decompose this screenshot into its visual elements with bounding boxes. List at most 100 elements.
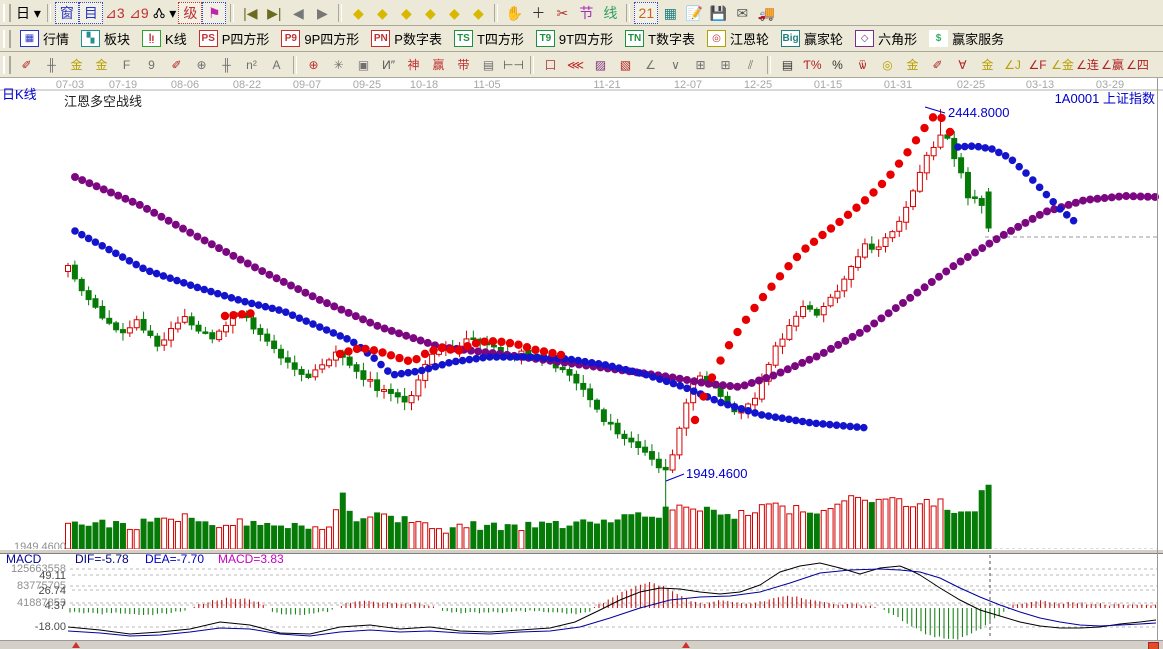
tool-list-percent[interactable]: ▤ (781, 57, 794, 72)
p-square-button[interactable]: PS P四方形 (193, 27, 276, 51)
tool-win-grid[interactable]: 赢 (432, 57, 445, 72)
prev-bar-icon[interactable]: ◀ (286, 2, 310, 24)
t-square-button[interactable]: TS T四方形 (448, 27, 530, 51)
toolbar-grip-3[interactable] (3, 55, 11, 74)
tool-n-wave[interactable]: И″ (382, 57, 395, 72)
hexagon-button[interactable]: ◇ 六角形 (849, 27, 923, 51)
festival-icon[interactable]: 节 (574, 2, 598, 24)
period-label[interactable]: 日K线 (2, 87, 37, 102)
tool-angle-lines[interactable]: ∠ (645, 57, 656, 72)
quotes-button[interactable]: ▦ 行情 (14, 27, 75, 51)
bottom-right-marker[interactable] (1148, 642, 1159, 649)
tool-gold-grid-1[interactable]: 金 (70, 57, 83, 72)
tool-gold-line[interactable]: 金 (906, 57, 919, 72)
diamond-compress-icon[interactable]: ◆ (418, 2, 442, 24)
toolbar-grip[interactable] (3, 3, 11, 22)
save-icon[interactable]: 💾 (706, 2, 730, 24)
tool-ruler-grid[interactable]: ▤ (482, 57, 495, 72)
money-mail-icon[interactable]: ✉ (730, 2, 754, 24)
flag-chart-icon[interactable]: ⚑ (202, 1, 227, 24)
tool-band-grid[interactable]: 带 (457, 57, 470, 72)
tool-dense-grid-1[interactable]: ⊞ (695, 57, 706, 72)
first-bar-icon[interactable]: |◀ (238, 2, 262, 24)
gann-wheel-button[interactable]: ◎ 江恩轮 (701, 27, 775, 51)
tool-circle-grid[interactable]: ⊕ (196, 57, 207, 72)
tool-red-fan[interactable]: ⋘ (566, 57, 585, 72)
tool-spiral-9[interactable]: 9 (148, 57, 155, 72)
tool-box[interactable]: 口 (544, 57, 557, 72)
list-icon[interactable]: 目 (78, 1, 103, 24)
tool-gold-circle[interactable]: ◎ (882, 57, 893, 72)
diamond-right-icon[interactable]: ◆ (370, 2, 394, 24)
tool-width-marker[interactable]: ⊢⊣ (503, 57, 524, 72)
tool-n2-grid[interactable]: n² (246, 57, 257, 72)
tool-a-ruler[interactable]: A (272, 57, 281, 72)
crosshair-tool-icon[interactable]: ＋ (526, 2, 550, 24)
kline-button[interactable]: ḷı̣ K线 (136, 27, 193, 51)
chart-area[interactable]: 日K线 江恩多空战线 1A0001 上证指数 2444.8000 1949.46… (0, 78, 1163, 640)
delivery-icon[interactable]: 🚚 (754, 2, 778, 24)
price-volume-macd-plot[interactable] (0, 78, 1163, 640)
tool-f-grid[interactable]: F (122, 57, 131, 72)
tool-grid[interactable]: ╫ (47, 57, 56, 72)
tool-percent-line[interactable]: ѿ (858, 57, 867, 72)
calculator-icon[interactable]: ▦ (658, 2, 682, 24)
tool-angle-lian[interactable]: ∠连 (1076, 57, 1099, 72)
tool-hash-grid[interactable]: ╫ (222, 57, 231, 72)
diamond-left-icon[interactable]: ◆ (346, 2, 370, 24)
measure-tool-icon[interactable]: ✂ (550, 2, 574, 24)
winner-wheel-button[interactable]: Big 赢家轮 (775, 27, 849, 51)
tool-fan-box-2[interactable]: ▧ (619, 57, 632, 72)
bottom-marker-2[interactable] (682, 642, 690, 648)
hand-tool-icon[interactable]: ✋ (502, 2, 526, 24)
date-tick-09-07: 09-07 (292, 79, 322, 91)
sectors-button[interactable]: ▚ 板块 (75, 27, 136, 51)
last-bar-icon[interactable]: ▶| (262, 2, 286, 24)
toolbar-grip-2[interactable] (3, 29, 11, 48)
macd-pane-label[interactable]: MACD (6, 552, 42, 566)
tool-angle-four[interactable]: ∠四 (1126, 57, 1149, 72)
tool-slash-lines[interactable]: ⫽ (747, 57, 754, 72)
diamond-up-icon[interactable]: ◆ (442, 2, 466, 24)
symbol-label[interactable]: 1A0001 上证指数 (1054, 91, 1155, 106)
notepad-icon[interactable]: 📝 (682, 2, 706, 24)
candle-period-dropdown[interactable]: 🝓 ▾ (151, 2, 178, 24)
tool-v-lines[interactable]: ∨ (671, 57, 680, 72)
tool-angle-gold[interactable]: ∠金 (1051, 57, 1074, 72)
tool-percent[interactable]: % (832, 57, 843, 72)
t-number-table-button[interactable]: TN T数字表 (619, 27, 701, 51)
tool-gold-angle[interactable]: 金 (981, 57, 994, 72)
level-icon[interactable]: 级 (178, 1, 203, 24)
winner-service-button[interactable]: $ 赢家服务 (923, 27, 1010, 51)
bars9-icon[interactable]: ⊿9 (127, 2, 151, 24)
pane-splitter[interactable] (0, 549, 1163, 554)
tool-pen-grid[interactable]: ✐ (171, 57, 182, 72)
bottom-scroll-strip[interactable] (0, 640, 1163, 649)
tool-angle-f[interactable]: ∠F (1028, 57, 1047, 72)
tool-gold-grid-2[interactable]: 金 (95, 57, 108, 72)
p-number-table-button[interactable]: PN P数字表 (365, 27, 448, 51)
window-icon[interactable]: 窗 (54, 1, 79, 24)
tool-fan-box-1[interactable]: ▨ (594, 57, 607, 72)
tool-pen[interactable]: ✐ (21, 57, 32, 72)
tool-crosshair-target[interactable]: ⊕ (308, 57, 319, 72)
diamond-expand-icon[interactable]: ◆ (394, 2, 418, 24)
tool-angle-win[interactable]: ∠赢 (1101, 57, 1124, 72)
period-daily-dropdown[interactable]: 日 ▾ (14, 2, 43, 24)
calendar-icon[interactable]: 21 (634, 1, 659, 24)
9p-square-button[interactable]: P9 9P四方形 (275, 27, 365, 51)
next-bar-icon[interactable]: ▶ (310, 2, 334, 24)
tool-t-percent[interactable]: Ƭ% (803, 57, 822, 72)
line-tool-icon[interactable]: 线 (598, 2, 622, 24)
bars3-icon[interactable]: ⊿3 (103, 2, 127, 24)
tool-star-target[interactable]: ✳ (333, 57, 344, 72)
tool-square-target[interactable]: ▣ (357, 57, 370, 72)
bottom-marker-1[interactable] (72, 642, 80, 648)
tool-shen-grid[interactable]: 神 (407, 57, 420, 72)
9t-square-button[interactable]: T9 9T四方形 (530, 27, 619, 51)
tool-av-grid[interactable]: ∀ (958, 57, 967, 72)
tool-dense-grid-2[interactable]: ⊞ (720, 57, 731, 72)
tool-pen-small[interactable]: ✐ (932, 57, 943, 72)
tool-angle-j[interactable]: ∠J (1004, 57, 1021, 72)
diamond-down-icon[interactable]: ◆ (466, 2, 490, 24)
